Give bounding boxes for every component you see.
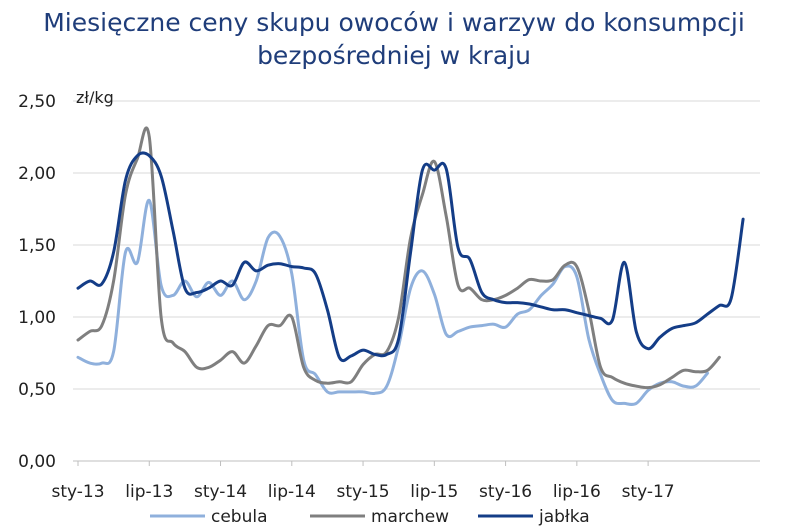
legend-label-jabłka: jabłka (538, 507, 590, 527)
legend-label-cebula: cebula (211, 507, 268, 527)
chart-title-line-2: bezpośredniej w kraju (257, 41, 531, 70)
y-tick-label: 2,00 (18, 164, 56, 184)
x-tick-label: lip-16 (553, 482, 601, 502)
y-tick-label: 2,50 (18, 92, 56, 112)
x-tick-label: sty-16 (479, 482, 532, 502)
x-tick-label: sty-15 (337, 482, 390, 502)
x-tick-label: lip-13 (125, 482, 173, 502)
x-tick-label: sty-17 (622, 482, 675, 502)
x-axis: sty-13 lip-13 sty-14 lip-14 sty-15 lip-15 sty-… (51, 461, 675, 502)
chart-title-line-1: Miesięczne ceny skupu owoców i warzyw do… (43, 8, 745, 37)
legend-label-marchew: marchew (371, 507, 449, 527)
series-lines (76, 126, 745, 406)
series-line-cebula (76, 198, 709, 406)
legend: cebula marchew jabłka (150, 507, 590, 527)
y-tick-label: 1,50 (18, 236, 56, 256)
x-tick-label: lip-14 (268, 482, 316, 502)
series-line-marchew (76, 126, 721, 390)
y-axis: 0,00 0,50 1,00 1,50 2,00 2,50 (18, 92, 56, 472)
y-tick-label: 0,50 (18, 380, 56, 400)
x-tick-label: lip-15 (410, 482, 458, 502)
x-tick-label: sty-13 (51, 482, 104, 502)
y-unit-label: zł/kg (76, 88, 114, 107)
y-tick-label: 0,00 (18, 452, 56, 472)
y-tick-label: 1,00 (18, 308, 56, 328)
x-tick-label: sty-14 (194, 482, 247, 502)
series-line-jabłka (76, 151, 745, 363)
